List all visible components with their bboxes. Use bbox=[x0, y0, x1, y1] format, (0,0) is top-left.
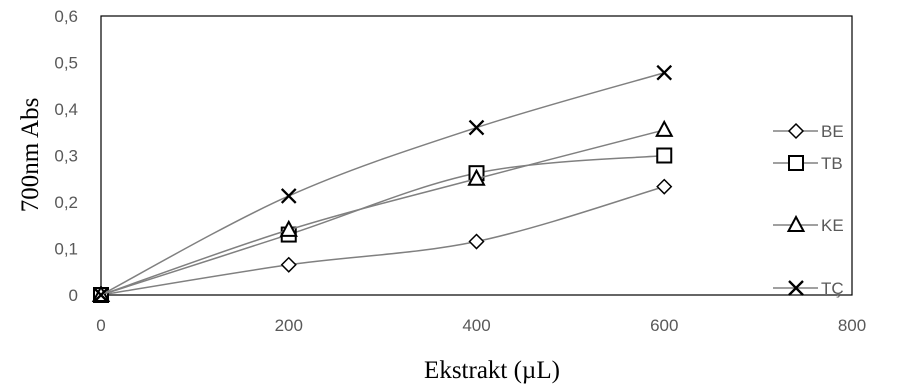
x-tick-label: 800 bbox=[838, 316, 866, 335]
legend: BE TB KE TÇ bbox=[773, 122, 844, 298]
series-line bbox=[100, 129, 665, 296]
data-point bbox=[468, 233, 485, 250]
x-axis-ticks: 0 200 400 600 800 bbox=[96, 316, 866, 335]
data-point bbox=[656, 64, 673, 81]
y-tick-label: 0,6 bbox=[54, 7, 78, 26]
data-point bbox=[93, 287, 109, 303]
series-layer bbox=[91, 64, 674, 304]
legend-item-tb: TB bbox=[773, 154, 843, 173]
legend-item-be: BE bbox=[773, 122, 844, 141]
x-tick-label: 400 bbox=[462, 316, 490, 335]
series-be bbox=[92, 178, 673, 304]
y-tick-label: 0 bbox=[69, 286, 78, 305]
x-axis-title: Ekstrakt (µL) bbox=[424, 357, 560, 384]
series-tb bbox=[93, 147, 673, 303]
data-point bbox=[656, 147, 673, 164]
plot-area bbox=[100, 15, 853, 296]
y-tick-label: 0,1 bbox=[54, 240, 78, 259]
x-tick-label: 0 bbox=[96, 316, 105, 335]
data-point bbox=[656, 178, 673, 195]
y-tick-label: 0,4 bbox=[54, 100, 78, 119]
data-point bbox=[280, 188, 297, 204]
legend-label: TÇ bbox=[821, 279, 844, 298]
y-tick-label: 0,3 bbox=[54, 147, 78, 166]
series-line bbox=[100, 154, 665, 296]
legend-marker bbox=[787, 122, 805, 140]
series-tç bbox=[93, 64, 673, 303]
legend-label: TB bbox=[821, 154, 843, 173]
series-line bbox=[100, 185, 665, 296]
y-tick-label: 0,2 bbox=[54, 193, 78, 212]
legend-item-ke: KE bbox=[773, 214, 844, 235]
plot-frame bbox=[100, 15, 853, 296]
legend-marker bbox=[786, 214, 806, 232]
y-axis-ticks: 0 0,1 0,2 0,3 0,4 0,5 0,6 bbox=[54, 7, 78, 305]
data-point bbox=[655, 119, 674, 137]
data-point bbox=[279, 219, 298, 237]
data-point bbox=[467, 168, 486, 186]
legend-label: BE bbox=[821, 122, 844, 141]
legend-marker bbox=[788, 280, 804, 296]
y-tick-label: 0,5 bbox=[54, 54, 78, 73]
legend-marker bbox=[788, 155, 804, 171]
legend-label: KE bbox=[821, 216, 844, 235]
series-line bbox=[100, 72, 665, 296]
y-axis-title: 700nm Abs bbox=[17, 98, 44, 213]
x-tick-label: 200 bbox=[275, 316, 303, 335]
x-tick-label: 600 bbox=[650, 316, 678, 335]
data-point bbox=[280, 256, 297, 273]
data-point bbox=[468, 119, 485, 136]
legend-item-tç: TÇ bbox=[773, 279, 844, 298]
